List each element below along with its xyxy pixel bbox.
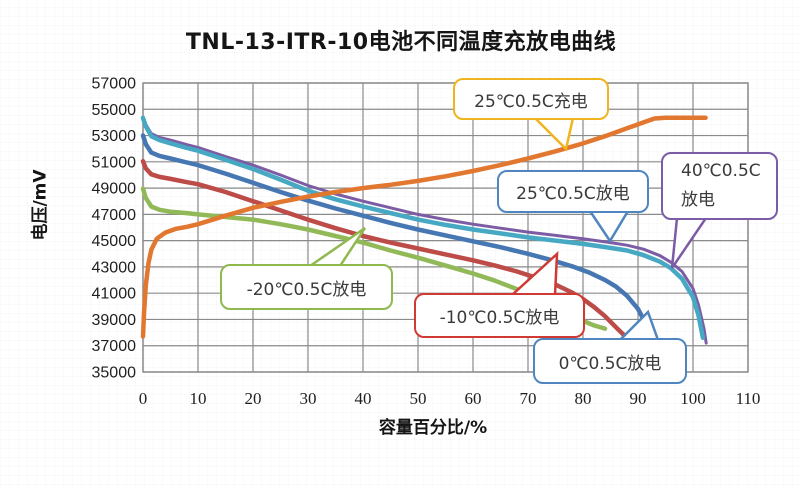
callout-discharge-0c-label: 0℃0.5C放电 xyxy=(558,353,662,374)
callout-tail-discharge-25c xyxy=(587,209,631,244)
series-line-discharge-0c xyxy=(140,133,654,342)
x-tick-label: 20 xyxy=(245,389,262,408)
x-tick-label: 100 xyxy=(680,389,706,408)
callout-tail-discharge-neg10c xyxy=(508,251,559,297)
x-tick-label: 50 xyxy=(410,389,427,408)
callout-discharge-neg10c: -10℃0.5C放电 xyxy=(414,293,585,338)
y-tick-label: 57000 xyxy=(92,76,137,93)
chart-title: TNL-13-ITR-10电池不同温度充放电曲线 xyxy=(185,30,617,55)
y-tick-label: 41000 xyxy=(92,286,137,303)
callout-discharge-neg20c: -20℃0.5C放电 xyxy=(220,264,393,310)
callout-discharge-40c-label: 40℃0.5C放电 xyxy=(681,161,761,210)
x-tick-label: 0 xyxy=(139,389,148,408)
callout-tail-discharge-0c xyxy=(616,309,660,342)
x-tick-label: 90 xyxy=(630,389,647,408)
x-tick-label: 70 xyxy=(520,389,537,408)
y-tick-label: 51000 xyxy=(92,154,137,171)
series-line-charge-25c xyxy=(140,115,708,339)
y-tick-label: 47000 xyxy=(92,207,137,224)
callout-tails xyxy=(305,116,709,342)
x-tick-label: 60 xyxy=(465,389,482,408)
tick-layer: 35000 37000 39000 41000 43000 45000 47000 49000… xyxy=(92,76,761,409)
y-tick-label: 55000 xyxy=(92,102,137,119)
x-tick-label: 110 xyxy=(736,389,761,408)
y-tick-label: 45000 xyxy=(92,233,137,250)
x-tick-label: 30 xyxy=(300,389,317,408)
y-tick-label: 49000 xyxy=(92,181,137,198)
y-tick-label: 39000 xyxy=(92,312,137,329)
series-line-discharge-25c xyxy=(140,115,706,341)
x-tick-label: 40 xyxy=(355,389,372,408)
callout-charge-25c-label: 25℃0.5C充电 xyxy=(474,91,588,112)
y-tick-label: 53000 xyxy=(92,128,137,145)
y-tick-label: 37000 xyxy=(92,338,137,355)
series-line-discharge-40c xyxy=(141,115,708,345)
x-axis-title: 容量百分比/% xyxy=(378,418,488,438)
callout-discharge-25c-label: 25℃0.5C放电 xyxy=(516,184,630,204)
y-tick-label: 35000 xyxy=(92,365,137,382)
callout-discharge-neg10c-label: -10℃0.5C放电 xyxy=(439,308,560,328)
y-tick-label: 43000 xyxy=(92,259,137,276)
callout-discharge-0c: 0℃0.5C放电 xyxy=(533,338,687,384)
plot-border xyxy=(142,82,749,373)
callout-tail-discharge-40c xyxy=(670,216,709,269)
x-tick-label: 10 xyxy=(190,389,207,408)
callout-tail-charge-25c xyxy=(531,116,575,152)
callout-charge-25c: 25℃0.5C充电 xyxy=(453,78,609,120)
callout-discharge-25c: 25℃0.5C放电 xyxy=(497,170,649,213)
y-axis-title: 电压/mV xyxy=(30,169,51,241)
callout-discharge-40c: 40℃0.5C放电 xyxy=(661,152,778,220)
callout-discharge-neg20c-label: -20℃0.5C放电 xyxy=(246,279,367,300)
x-tick-label: 80 xyxy=(575,389,592,408)
